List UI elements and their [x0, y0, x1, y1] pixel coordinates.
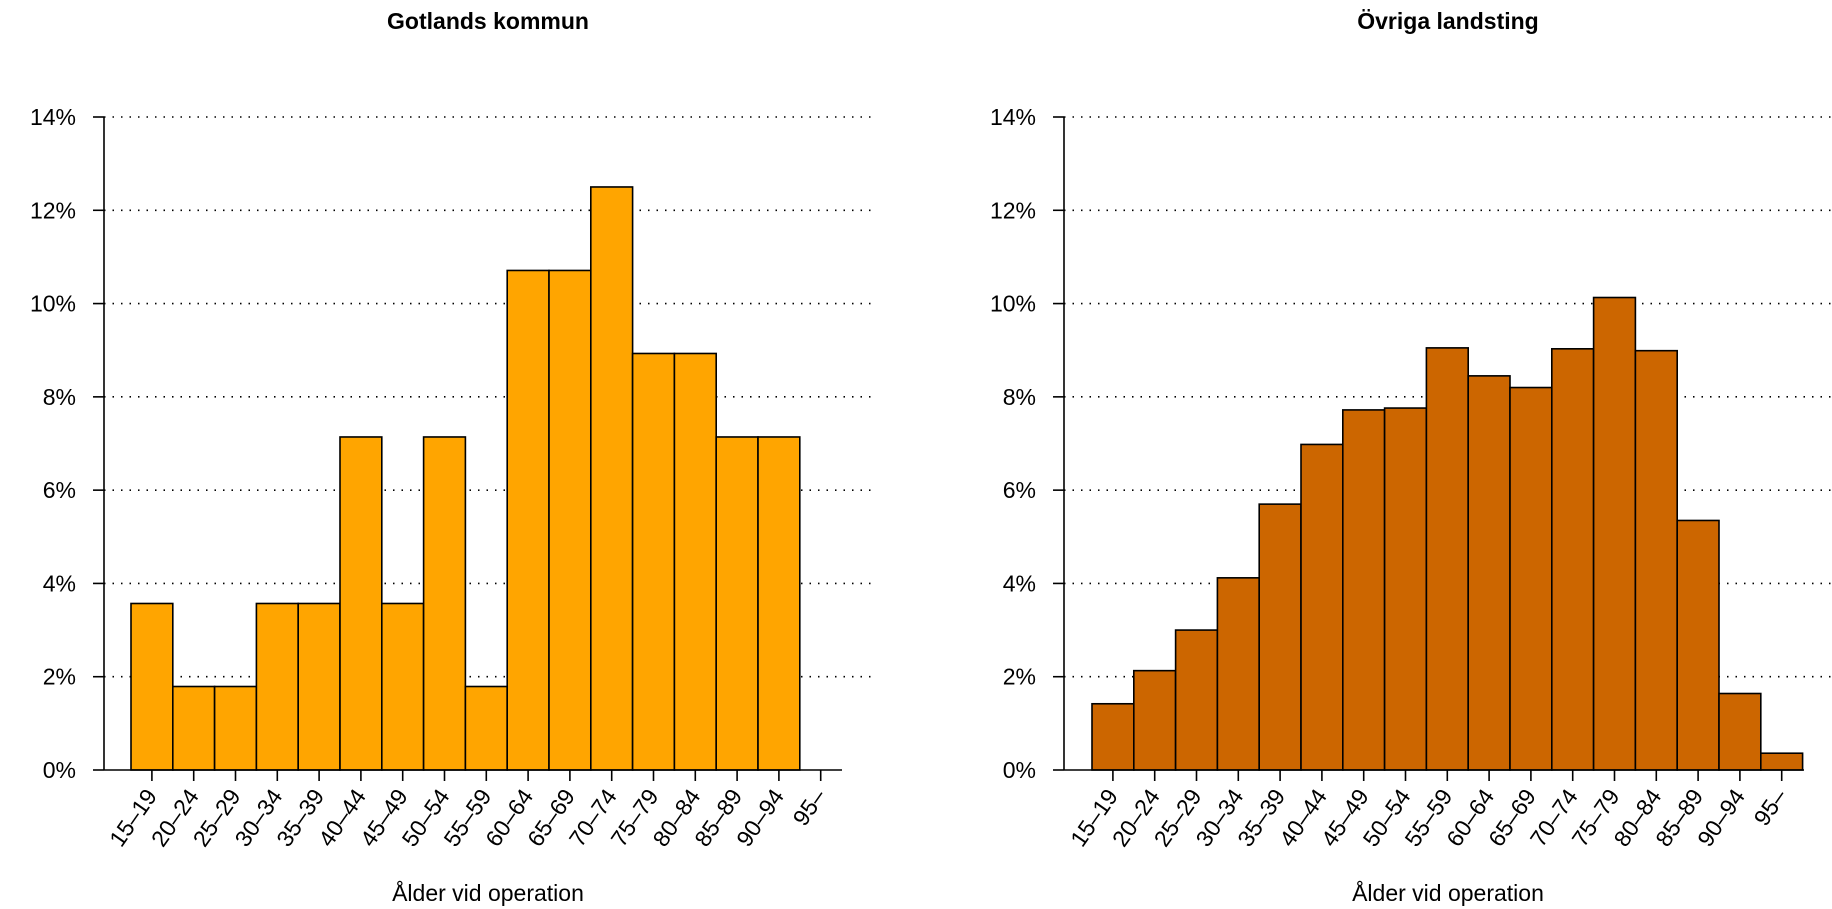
bar-60–64	[506, 269, 550, 771]
y-tick-label: 12%	[990, 197, 1036, 223]
bar-70–74	[589, 186, 634, 771]
bar-50–54	[1383, 407, 1428, 771]
bar-80–84	[673, 352, 718, 771]
x-tick-label: 95–	[1748, 784, 1791, 831]
bar-90–94	[1718, 692, 1762, 771]
y-tick-label: 2%	[1003, 664, 1036, 690]
x-ticks: 15–1920–2425–2930–3435–3940–4445–4950–54…	[104, 770, 831, 851]
y-tick-label: 10%	[30, 291, 76, 317]
y-tick-label: 12%	[30, 197, 76, 223]
bar-65–69	[1509, 386, 1553, 771]
y-tick-label: 0%	[1003, 757, 1036, 783]
bar-15–19	[130, 602, 174, 771]
y-tick-label: 8%	[43, 384, 76, 410]
bar-15–19	[1091, 702, 1135, 771]
bar-55–59	[464, 685, 508, 771]
bar-75–79	[1592, 296, 1637, 771]
bar-80–84	[1634, 349, 1679, 771]
bar-20–24	[1133, 669, 1177, 771]
bar-35–39	[1258, 503, 1302, 771]
chart-panel-ovriga: Övriga landsting 0% 2% 4% 6% 8% 10% 12% 14% 15–…	[990, 8, 1832, 906]
gridlines	[104, 116, 872, 678]
bar-40–44	[339, 436, 383, 771]
bar-30–34	[255, 602, 299, 771]
y-tick-label: 10%	[990, 291, 1036, 317]
bars	[130, 186, 801, 771]
bar-20–24	[172, 685, 216, 771]
bar-55–59	[1425, 347, 1470, 771]
y-tick-label: 0%	[43, 757, 76, 783]
y-tick-label: 6%	[1003, 477, 1036, 503]
axes	[103, 117, 842, 771]
y-tick-label: 2%	[43, 664, 76, 690]
x-ticks: 15–1920–2425–2930–3435–3940–4445–4950–54…	[1065, 770, 1792, 851]
y-tick-label: 14%	[30, 104, 76, 130]
bar-85–89	[1676, 519, 1720, 771]
bar-70–74	[1551, 348, 1595, 771]
chart-title: Gotlands kommun	[387, 8, 589, 34]
bar-35–39	[297, 602, 341, 771]
bar-90–94	[757, 436, 801, 771]
chart-title: Övriga landsting	[1357, 8, 1538, 34]
bar-50–54	[422, 436, 467, 771]
x-axis-label: Ålder vid operation	[1352, 879, 1544, 906]
bar-25–29	[1174, 629, 1219, 771]
bar-65–69	[548, 269, 592, 771]
y-tick-label: 14%	[990, 104, 1036, 130]
bar-75–79	[631, 352, 676, 771]
bar-85–89	[715, 436, 759, 771]
y-tick-label: 6%	[43, 477, 76, 503]
bar-60–64	[1467, 375, 1511, 771]
bar-25–29	[213, 685, 258, 771]
bar-30–34	[1216, 577, 1261, 771]
bar-40–44	[1300, 443, 1344, 771]
y-tick-label: 4%	[43, 570, 76, 596]
y-tick-label: 4%	[1003, 570, 1036, 596]
bar-45–49	[1342, 409, 1386, 771]
y-ticks: 0% 2% 4% 6% 8% 10% 12% 14%	[990, 104, 1064, 783]
y-tick-label: 8%	[1003, 384, 1036, 410]
bars	[1091, 296, 1804, 771]
bar-45–49	[380, 602, 425, 771]
chart-panel-gotlands: Gotlands kommun 0% 2% 4% 6% 8% 10% 12% 14% 15–1…	[30, 8, 872, 906]
bar-95–	[1760, 752, 1804, 771]
x-tick-label: 95–	[787, 784, 830, 831]
axes	[1063, 117, 1804, 771]
x-axis-label: Ålder vid operation	[392, 879, 584, 906]
y-ticks: 0% 2% 4% 6% 8% 10% 12% 14%	[30, 104, 104, 783]
